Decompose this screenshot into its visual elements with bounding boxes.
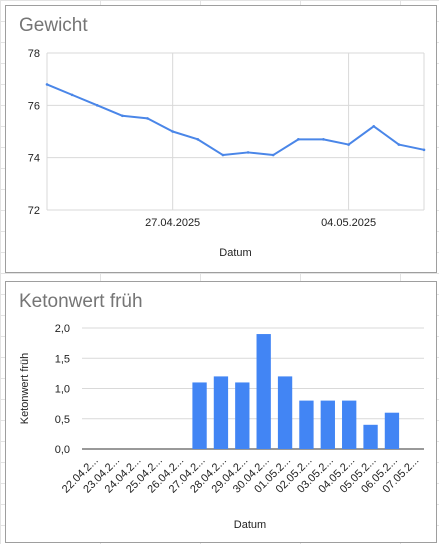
data-point: [271, 153, 275, 157]
weight-line-chart: 72 74 76 78 27.04.2025 04.05.2025 Datum: [28, 48, 426, 259]
data-point: [397, 143, 401, 146]
weight-chart-panel[interactable]: Gewicht 72 74 76 78 27.04.2025 04.05.2025 Datu…: [5, 5, 437, 273]
x-axis-label: Datum: [234, 519, 266, 531]
data-point: [70, 93, 74, 97]
bar: [235, 382, 250, 449]
y-tick-label: 72: [28, 205, 40, 217]
chart-title: Gewicht: [19, 15, 88, 36]
data-point: [45, 83, 49, 86]
x-tick-label: 04.05.2025: [321, 217, 376, 229]
y-tick-label: 74: [28, 153, 40, 165]
y-axis-label: Ketonwert früh: [19, 353, 31, 425]
data-point: [422, 148, 426, 152]
ketone-bar-chart: 0,00,51,01,52,022.04.2...23.04.2...24.04…: [19, 323, 424, 531]
bar: [342, 400, 357, 449]
bar: [213, 376, 229, 449]
data-point: [171, 130, 174, 133]
bar: [363, 424, 378, 449]
x-axis-label: Datum: [219, 247, 251, 259]
y-tick-label: 1,0: [55, 384, 70, 396]
y-tick-label: 76: [28, 100, 40, 112]
bar: [277, 376, 293, 449]
y-tick-label: 2,0: [55, 323, 70, 335]
y-tick-label: 78: [28, 48, 40, 60]
y-tick-label: 1,5: [55, 353, 70, 365]
ketone-chart-panel[interactable]: Ketonwert früh 0,0 0,5 1,0 1,5 2,0 22.04.2...…: [5, 281, 437, 543]
chart-title: Ketonwert früh: [19, 291, 143, 312]
y-tick-label: 0,0: [55, 444, 70, 456]
data-point: [146, 117, 149, 120]
data-point: [95, 104, 99, 107]
data-point: [246, 151, 250, 154]
data-point: [347, 143, 350, 146]
bar: [384, 412, 400, 449]
bar: [256, 334, 271, 449]
y-tick-label: 0,5: [55, 414, 70, 426]
bar: [320, 400, 335, 449]
x-tick-label: 27.04.2025: [145, 217, 200, 229]
data-point: [372, 124, 376, 128]
data-point: [196, 138, 200, 141]
data-point: [221, 153, 225, 157]
data-point: [121, 114, 124, 118]
bar: [299, 400, 314, 449]
weight-series-line: [46, 83, 425, 157]
data-point: [297, 138, 300, 141]
bar: [192, 382, 207, 449]
data-point: [322, 138, 325, 141]
